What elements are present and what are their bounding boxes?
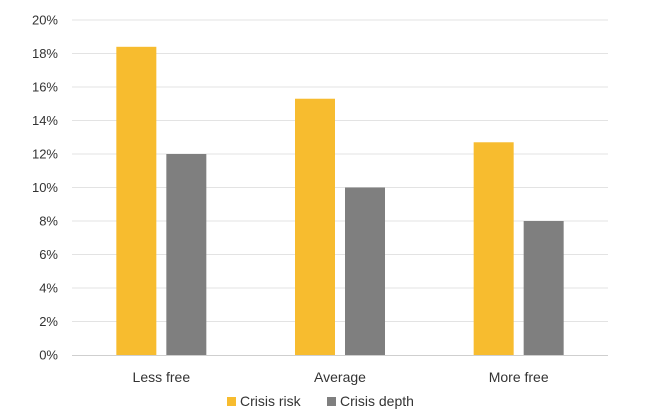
y-tick-label: 6% bbox=[39, 247, 58, 262]
y-tick-label: 0% bbox=[39, 348, 58, 363]
y-tick-label: 8% bbox=[39, 214, 58, 229]
bar-crisis-depth bbox=[523, 221, 564, 355]
y-tick-label: 18% bbox=[32, 46, 58, 61]
x-category-label: Less free bbox=[133, 369, 191, 385]
bar-crisis-risk bbox=[473, 142, 514, 355]
y-tick-label: 4% bbox=[39, 281, 58, 296]
x-category-label: Average bbox=[314, 369, 366, 385]
y-axis-tick-labels: 0% 2% 4% 6% 8% 10% 12% 14% 16% 18% 20% bbox=[32, 13, 58, 363]
y-tick-label: 2% bbox=[39, 314, 58, 329]
y-tick-label: 12% bbox=[32, 147, 58, 162]
legend-swatch bbox=[327, 397, 336, 406]
bars bbox=[116, 46, 564, 356]
y-tick-label: 20% bbox=[32, 13, 58, 28]
gridlines bbox=[72, 19, 608, 322]
y-tick-label: 16% bbox=[32, 80, 58, 95]
bar-crisis-depth bbox=[166, 154, 207, 355]
legend-label: Crisis risk bbox=[240, 393, 302, 409]
bar-crisis-depth bbox=[345, 187, 385, 355]
legend-label: Crisis depth bbox=[340, 393, 414, 409]
x-category-label: More free bbox=[489, 369, 549, 385]
legend-swatch bbox=[227, 397, 236, 406]
bar-crisis-risk bbox=[295, 98, 335, 355]
bar-crisis-risk bbox=[116, 46, 157, 356]
x-axis-category-labels: Less free Average More free bbox=[133, 369, 549, 385]
y-tick-label: 10% bbox=[32, 180, 58, 195]
legend: Crisis risk Crisis depth bbox=[227, 393, 414, 409]
y-tick-label: 14% bbox=[32, 113, 58, 128]
